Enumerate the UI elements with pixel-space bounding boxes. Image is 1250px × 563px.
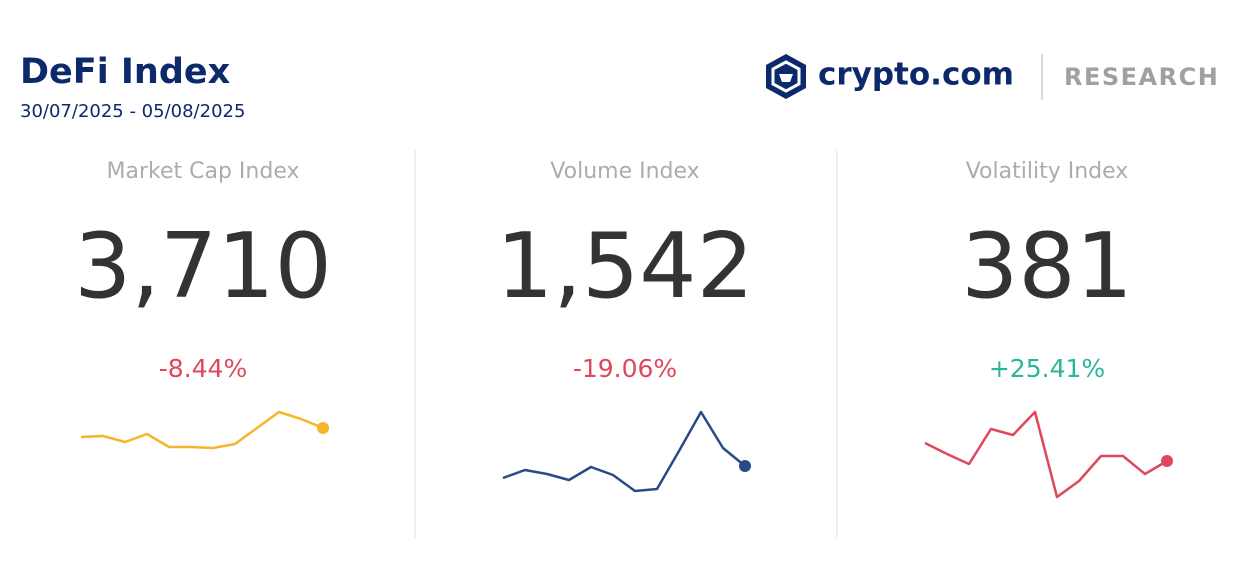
index-change: -19.06% bbox=[573, 354, 677, 383]
date-range: 30/07/2025 - 05/08/2025 bbox=[20, 101, 245, 122]
title: DeFi Index bbox=[20, 52, 231, 92]
sparkline-end-dot bbox=[1161, 455, 1173, 467]
index-value: 1,542 bbox=[496, 214, 754, 319]
sparkline bbox=[924, 410, 1168, 499]
sparkline bbox=[80, 410, 324, 450]
sparkline bbox=[502, 410, 746, 493]
index-value: 381 bbox=[961, 214, 1133, 319]
sparkline-end-dot bbox=[739, 460, 751, 472]
section: RESEARCH bbox=[1064, 63, 1219, 91]
panel-title: Volume Index bbox=[550, 159, 699, 184]
brand: crypto.com bbox=[818, 57, 1014, 93]
index-change: -8.44% bbox=[159, 354, 247, 383]
index-change: +25.41% bbox=[989, 354, 1105, 383]
index-value: 3,710 bbox=[74, 214, 332, 319]
logo-icon bbox=[766, 54, 806, 99]
sparkline-end-dot bbox=[317, 422, 329, 434]
panel-title: Market Cap Index bbox=[107, 159, 300, 184]
panel-title: Volatility Index bbox=[966, 159, 1129, 184]
